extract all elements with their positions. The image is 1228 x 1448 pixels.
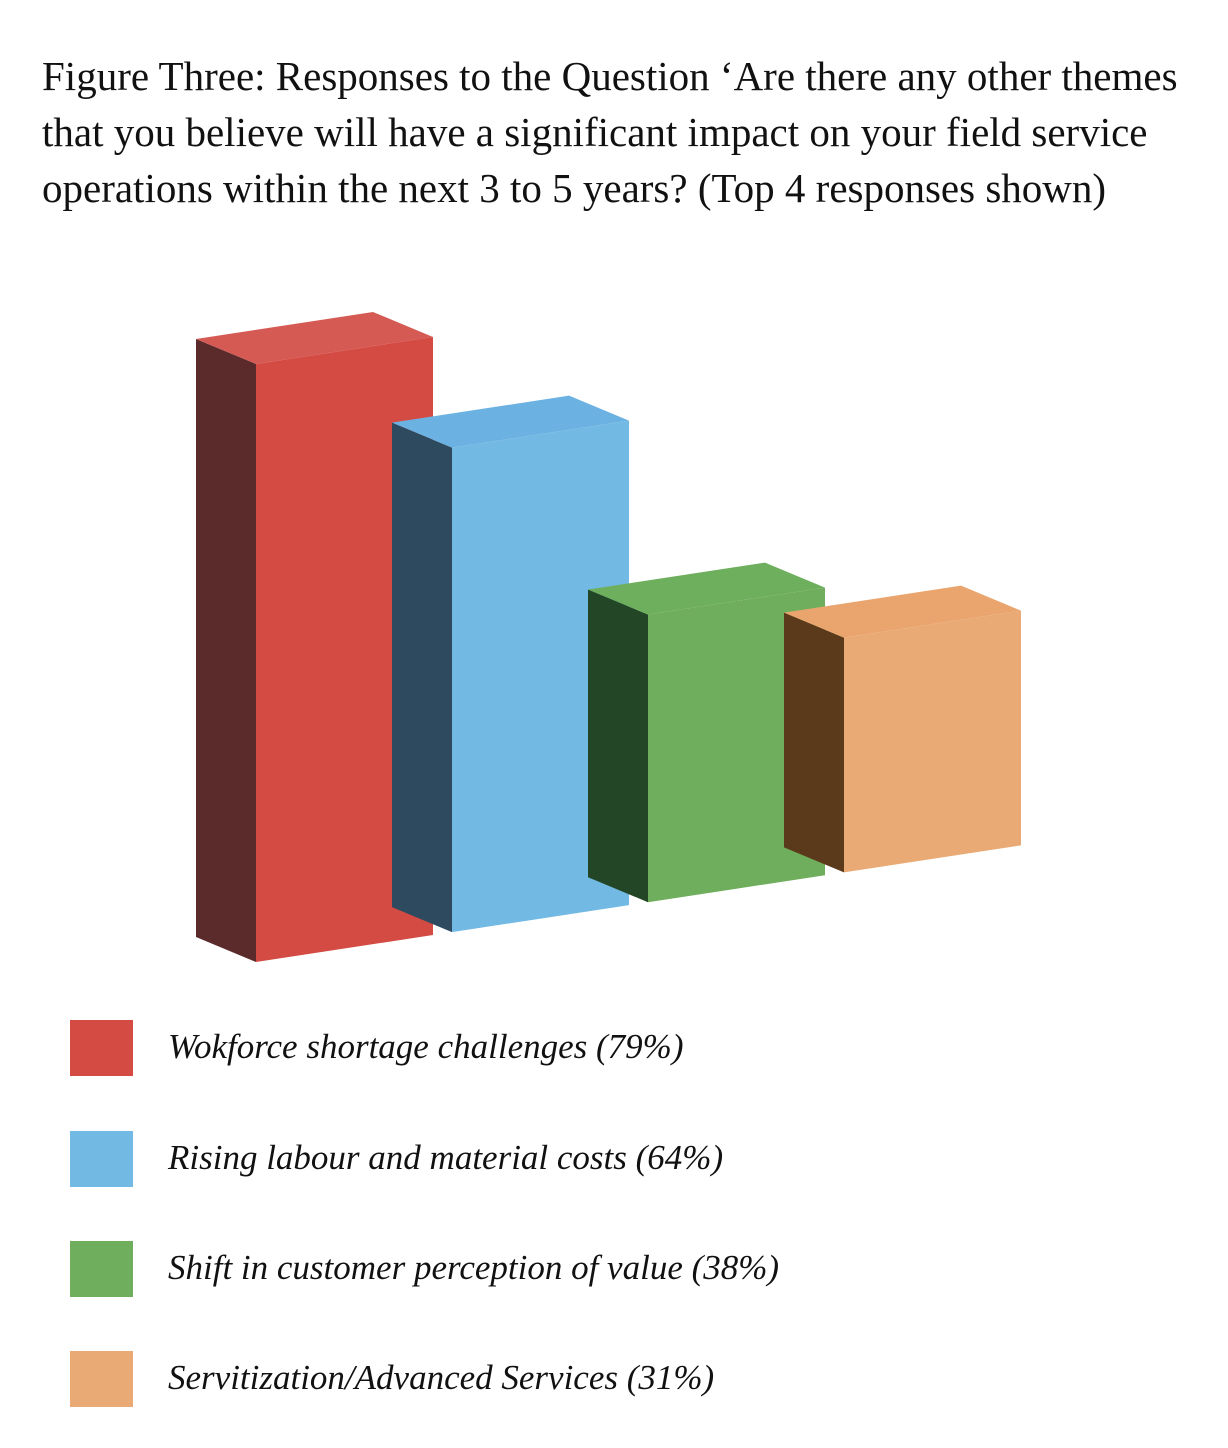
legend-item-customer-perception: Shift in customer perception of value (3…	[70, 1241, 1170, 1297]
legend-label: Shift in customer perception of value (3…	[168, 1248, 780, 1287]
bar-top-servitization	[784, 585, 1021, 638]
legend-item-servitization: Servitization/Advanced Services (31%)	[70, 1351, 1170, 1407]
legend-label: Rising labour and material costs (64%)	[168, 1138, 724, 1177]
bar-side-workforce	[196, 338, 256, 963]
bar-side-customer-perception	[588, 589, 648, 903]
legend-swatch-blue	[70, 1131, 133, 1187]
bar-top-customer-perception	[588, 562, 825, 615]
legend-label: Servitization/Advanced Services (31%)	[168, 1358, 715, 1397]
legend-swatch-red	[70, 1020, 133, 1076]
bar-side-servitization	[784, 612, 844, 873]
legend-swatch-orange	[70, 1351, 133, 1407]
legend-label: Wokforce shortage challenges (79%)	[168, 1027, 684, 1066]
bar-chart	[196, 311, 1021, 963]
legend-item-workforce: Wokforce shortage challenges (79%)	[70, 1020, 1170, 1076]
bar-side-rising-costs	[392, 422, 452, 933]
bar-servitization	[844, 610, 1021, 873]
bar-rising-costs	[452, 420, 629, 933]
bar-top-workforce	[196, 311, 433, 364]
bar-customer-perception	[648, 587, 825, 903]
legend-swatch-green	[70, 1241, 133, 1297]
chart-title: Figure Three: Responses to the Question …	[42, 53, 1178, 211]
legend-item-rising-costs: Rising labour and material costs (64%)	[70, 1131, 1170, 1187]
bar-workforce-shortage	[256, 336, 433, 962]
bar-top-rising-costs	[392, 395, 629, 448]
